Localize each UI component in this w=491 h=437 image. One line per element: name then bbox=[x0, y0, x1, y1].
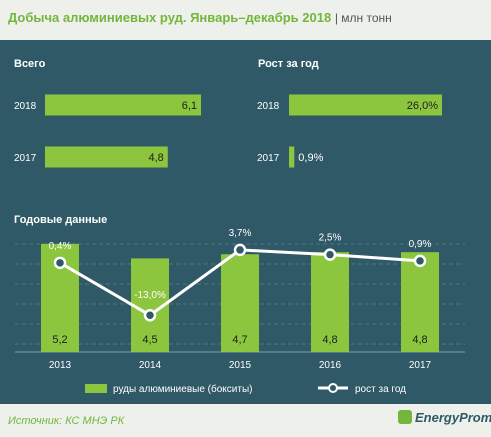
x-tick-label: 2015 bbox=[229, 360, 252, 371]
growth-point bbox=[143, 308, 157, 322]
legend-line-marker bbox=[328, 383, 338, 393]
growth-label: -13,0% bbox=[134, 290, 166, 301]
section-annual-label: Годовые данные bbox=[14, 214, 108, 226]
annual-bar-value: 4,8 bbox=[412, 334, 427, 346]
title-band bbox=[0, 0, 491, 40]
growth-point bbox=[323, 248, 337, 261]
total-value-label: 6,1 bbox=[182, 100, 197, 112]
brand-logo: EnergyProm bbox=[398, 410, 491, 425]
legend-bar-label: руды алюминиевые (бокситы) bbox=[113, 383, 252, 395]
annual-bar-value: 4,8 bbox=[322, 334, 337, 346]
annual-bar bbox=[401, 252, 439, 352]
growth-value-label: 0,9% bbox=[298, 152, 323, 164]
unit-text: | млн тонн bbox=[334, 11, 392, 25]
x-tick-label: 2014 bbox=[139, 360, 162, 371]
page-title: Добыча алюминиевых руд. Январь–декабрь 2… bbox=[8, 10, 392, 25]
section-total-label: Всего bbox=[14, 58, 46, 70]
title-text: Добыча алюминиевых руд. Январь–декабрь 2… bbox=[8, 10, 332, 25]
growth-label: 0,9% bbox=[409, 239, 432, 250]
x-tick-label: 2017 bbox=[409, 360, 432, 371]
annual-bar bbox=[221, 254, 259, 352]
annual-bar bbox=[311, 252, 349, 352]
x-tick-label: 2016 bbox=[319, 360, 342, 371]
annual-bar-value: 5,2 bbox=[52, 334, 67, 346]
total-year-label: 2017 bbox=[14, 153, 37, 164]
growth-label: 2,5% bbox=[319, 233, 342, 244]
total-bar bbox=[45, 94, 201, 116]
growth-point bbox=[413, 254, 427, 268]
growth-bar bbox=[289, 146, 295, 168]
growth-point bbox=[233, 243, 247, 257]
annual-bar-value: 4,5 bbox=[142, 334, 157, 346]
brand-name: EnergyProm bbox=[415, 410, 491, 425]
source-text: Источник: КС МНЭ РК bbox=[8, 415, 125, 427]
chart-canvas: 2018 6,1 2017 4,8 2018 26,0% 2017 0,9% 5,2 2013 4,… bbox=[14, 94, 465, 395]
total-value-label: 4,8 bbox=[148, 152, 163, 164]
section-growth-label: Рост за год bbox=[258, 58, 319, 70]
growth-label: 0,4% bbox=[49, 241, 72, 252]
annual-bar-value: 4,7 bbox=[232, 334, 247, 346]
legend-bar-swatch bbox=[85, 384, 107, 393]
growth-year-label: 2018 bbox=[257, 101, 280, 112]
total-year-label: 2018 bbox=[14, 101, 37, 112]
brand-mark-icon bbox=[398, 410, 412, 424]
growth-point bbox=[53, 256, 67, 270]
growth-bar bbox=[289, 94, 442, 116]
unit-value: млн тонн bbox=[341, 11, 392, 25]
growth-label: 3,7% bbox=[229, 228, 252, 239]
legend-line-label: рост за год bbox=[355, 384, 406, 395]
growth-year-label: 2017 bbox=[257, 153, 280, 164]
total-bar bbox=[45, 146, 168, 168]
growth-value-label: 26,0% bbox=[407, 100, 438, 112]
x-tick-label: 2013 bbox=[49, 360, 72, 371]
